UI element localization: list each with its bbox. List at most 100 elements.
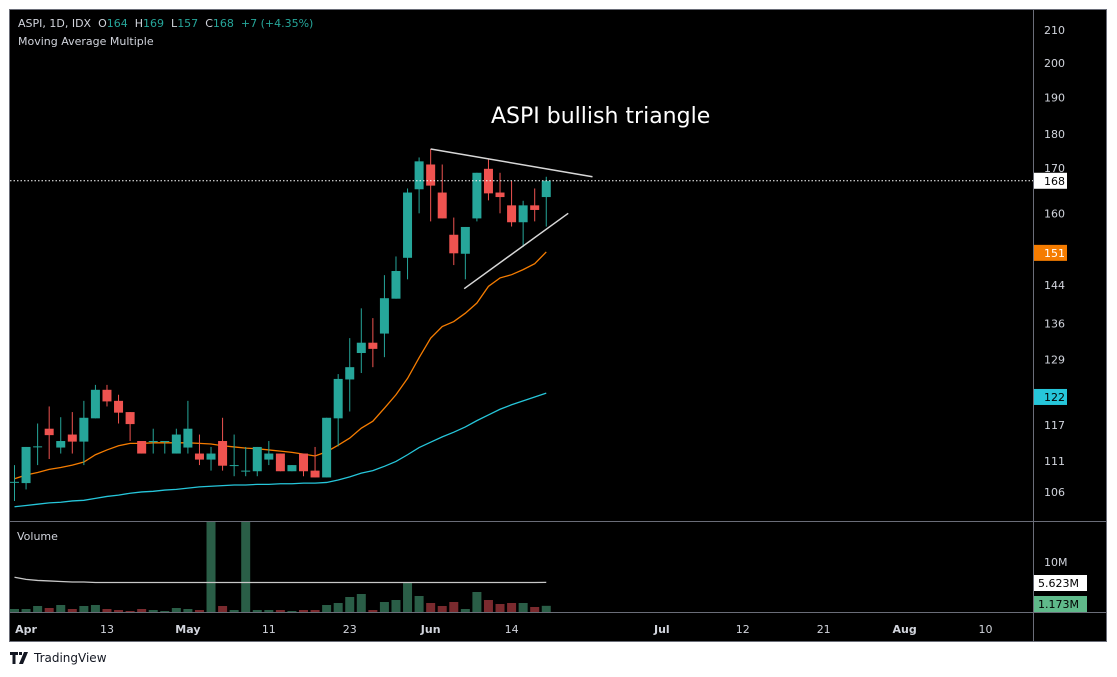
volume-bar (79, 606, 89, 612)
time-axis[interactable]: Apr 13 May 11 23 Jun 14 Jul 12 21 Aug 10 (15, 623, 992, 636)
change-value: +7 (+4.35%) (240, 17, 314, 30)
time-tick-label: May (175, 623, 200, 636)
volume-bar (472, 592, 482, 612)
candle-body (299, 453, 308, 472)
ma-short-line (14, 251, 547, 480)
low-label: L (171, 17, 178, 30)
volume-bar (160, 611, 170, 612)
volume-bar (356, 594, 366, 612)
candle-body (368, 342, 378, 349)
volume-bar (33, 606, 43, 612)
volume-bar (460, 609, 470, 612)
candle-body (33, 446, 43, 448)
volume-bar (171, 608, 181, 612)
candle-body (345, 367, 355, 380)
moving-averages (14, 251, 547, 508)
candle-body (507, 205, 517, 223)
candle-body (541, 180, 551, 198)
high-label: H (134, 17, 144, 30)
volume-bar (137, 609, 147, 612)
volume-bars (10, 522, 551, 612)
symbol-info: ASPI, 1D, IDX (18, 17, 92, 30)
volume-bar (67, 609, 77, 612)
time-tick-label: 13 (100, 623, 114, 636)
candle-body (206, 453, 216, 460)
volume-bar (183, 609, 193, 612)
price-tick-label: 117 (1044, 419, 1065, 432)
candle-body (356, 342, 366, 354)
volume-badge (1034, 596, 1087, 612)
candle-body (414, 161, 424, 190)
candle-body (160, 441, 170, 443)
volume-bar (310, 610, 320, 612)
candle-body (449, 234, 459, 254)
time-tick-label: Jul (653, 623, 670, 636)
trendline-lower (463, 212, 569, 290)
candle-body (56, 441, 66, 448)
volume-bar (10, 609, 19, 612)
candle-body (241, 470, 251, 472)
volume-bar (368, 610, 378, 612)
candle-body (403, 192, 413, 258)
volume-bar (495, 604, 505, 612)
volume-bar (114, 610, 124, 612)
volume-bar (437, 606, 447, 612)
price-axis[interactable]: 210 200 190 180 170 160 144 136 129 117 111 106 10M (1044, 24, 1068, 569)
candle-body (460, 226, 470, 254)
volume-bar (241, 522, 251, 612)
candle-body (287, 465, 297, 472)
volume-bar (275, 610, 285, 612)
price-tick-label: 160 (1044, 208, 1065, 221)
candle-body (472, 172, 482, 219)
time-tick-label: 14 (505, 623, 519, 636)
volume-bar (391, 600, 401, 612)
volume-badge-label: 1.173M (1038, 598, 1079, 611)
volume-bar (90, 605, 100, 612)
chart-annotation-text[interactable]: ASPI bullish triangle (491, 104, 711, 129)
candle-body (125, 412, 135, 425)
symbol-legend[interactable]: ASPI, 1D, IDX O164 H169 L157 C168 +7 (+4… (18, 17, 313, 30)
ma-long-line (14, 392, 547, 508)
tradingview-logo: TradingView (10, 651, 107, 665)
volume-ma-badge-label: 5.623M (1038, 577, 1079, 590)
indicator-legend[interactable]: Moving Average Multiple (18, 35, 154, 48)
price-badge-label: 168 (1044, 175, 1065, 188)
candle-body (21, 446, 31, 484)
price-tick-label: 170 (1044, 162, 1065, 175)
price-tick-label: 129 (1044, 353, 1065, 366)
time-tick-label: Apr (15, 623, 37, 636)
trendline-upper (430, 148, 593, 178)
volume-bar (322, 605, 332, 612)
time-tick-label: 23 (343, 623, 357, 636)
volume-bar (56, 605, 66, 612)
candle-body (322, 417, 332, 478)
volume-label[interactable]: Volume (17, 530, 58, 543)
candle-body (148, 441, 158, 443)
volume-ma-badge (1034, 575, 1087, 591)
volume-bar (299, 610, 308, 612)
candle-body (194, 453, 204, 460)
volume-bar (148, 610, 158, 612)
close-label: C (205, 17, 213, 30)
candle-body (102, 389, 112, 402)
candle-body (275, 453, 285, 472)
high-value: 169 (143, 17, 165, 30)
open-value: 164 (106, 17, 128, 30)
volume-bar (379, 602, 389, 612)
candle-body (530, 205, 540, 210)
price-tick-label: 200 (1044, 57, 1065, 70)
price-badge-ma_short (1034, 244, 1067, 261)
drawings[interactable] (10, 148, 1033, 290)
price-tick-label: 136 (1044, 318, 1065, 331)
candle-body (10, 481, 19, 483)
candle-body (171, 434, 181, 454)
time-tick-label: 12 (736, 623, 750, 636)
candles (10, 148, 551, 501)
volume-bar (206, 522, 216, 612)
candle-body (90, 389, 100, 419)
volume-bar (194, 610, 204, 612)
volume-bar (541, 605, 551, 612)
volume-bar (345, 597, 355, 612)
volume-bar (125, 611, 135, 612)
